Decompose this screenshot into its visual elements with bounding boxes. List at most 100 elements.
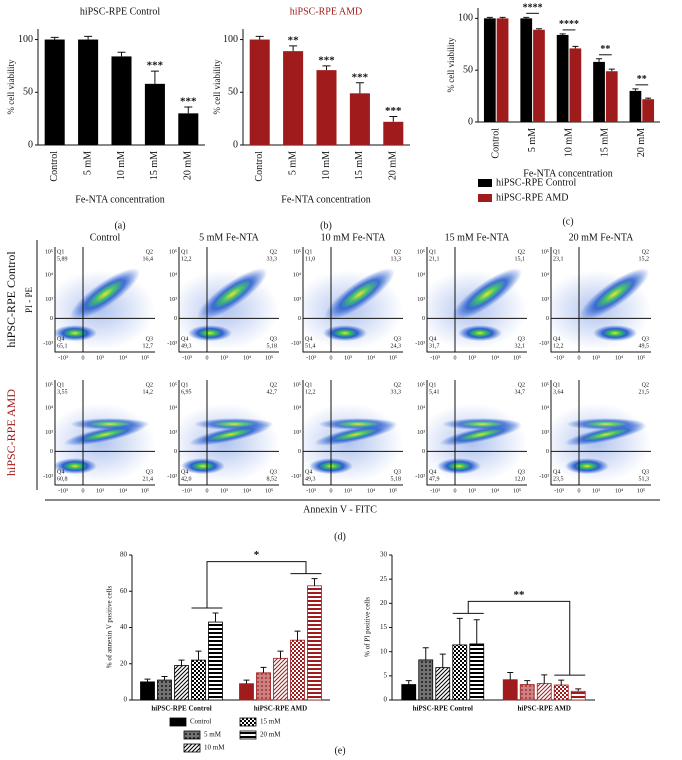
error-bar: [322, 65, 331, 71]
x-tick-label: -10³: [182, 355, 192, 361]
quadrant-value: 3,64: [553, 389, 564, 395]
chart-title: hiPSC-RPE AMD: [290, 6, 363, 17]
quadrant-name: Q1: [57, 249, 64, 255]
plot-frame: [550, 380, 651, 486]
quadrant-name: Q3: [394, 469, 401, 475]
quadrant-name: Q1: [305, 249, 312, 255]
legend-swatch: [478, 179, 492, 187]
bar: [178, 113, 199, 145]
y-tick-label: 10⁴: [293, 273, 301, 279]
x-tick-label: -10³: [554, 488, 564, 494]
x-tick-label: 10⁵: [141, 488, 149, 494]
error-bar: [50, 36, 59, 40]
bar: [556, 34, 569, 123]
y-tick-label: 100: [458, 13, 473, 24]
x-tick-label: 5 mM: [287, 151, 298, 175]
y-tick-label: -10³: [291, 474, 301, 480]
quadrant-name: Q4: [305, 336, 312, 342]
quadrant-value: 33,3: [267, 256, 278, 262]
x-tick-label: 10³: [468, 355, 476, 361]
y-tick-label: 0: [233, 139, 238, 150]
error-bar: [439, 653, 446, 668]
x-tick-label: 10⁵: [389, 488, 397, 494]
x-tick-label: 10⁴: [491, 488, 499, 494]
y-tick-label: -10³: [167, 341, 177, 347]
significance-bracket: [206, 561, 307, 608]
y-tick-label: 0: [546, 449, 549, 455]
x-tick-label: 20 mM: [388, 151, 399, 180]
x-tick-label: Control: [490, 128, 501, 159]
legend-swatch: [239, 730, 257, 740]
y-tick-label: 20: [380, 599, 388, 607]
bar: [519, 684, 535, 701]
y-tick-label: 10³: [169, 297, 177, 303]
bar: [174, 665, 189, 701]
significance: **: [288, 34, 300, 46]
quadrant-value: 23,1: [553, 256, 564, 262]
error-bar: [184, 106, 193, 114]
quadrant-value: 15,2: [639, 256, 650, 262]
y-tick-label: 10³: [417, 430, 425, 436]
quadrant-name: Q2: [394, 382, 401, 388]
error-bar: [289, 45, 298, 52]
x-tick-label: 10³: [344, 355, 352, 361]
error-bar: [161, 675, 168, 681]
significance: ***: [318, 54, 335, 66]
quadrant-value: 8,52: [267, 476, 278, 482]
density-core: [188, 325, 232, 342]
x-tick-label: 10⁴: [491, 355, 499, 361]
quadrant-value: 3,55: [57, 389, 68, 395]
quadrant-name: Q2: [270, 249, 277, 255]
density-core: [458, 325, 502, 342]
density-core: [55, 458, 97, 475]
bar: [553, 684, 569, 701]
density-plot: [179, 403, 279, 483]
y-tick-label: 30: [380, 551, 388, 559]
y-tick-label: -10³: [415, 474, 425, 480]
error-bar: [422, 647, 429, 660]
y-tick-label: 0: [468, 116, 473, 127]
x-tick-label: -10³: [182, 488, 192, 494]
quadrant-value: 12,0: [515, 476, 526, 482]
y-tick-label: 10⁴: [169, 406, 177, 412]
bar: [144, 83, 165, 145]
y-tick-label: 10⁵: [45, 383, 53, 389]
legend-label: Control: [190, 718, 211, 726]
x-tick-label: -10³: [58, 488, 68, 494]
error-bar: [558, 679, 565, 686]
y-tick-label: 80: [120, 551, 128, 559]
x-tick-label: -10³: [430, 488, 440, 494]
quadrant-value: 5,18: [391, 476, 402, 482]
plot-frame: [302, 247, 403, 353]
plot-frame: [426, 247, 527, 353]
y-tick-label: 10⁴: [169, 273, 177, 279]
density-core: [323, 325, 367, 342]
row-label: hiPSC-RPE Control: [4, 251, 18, 348]
x-tick-label: 0: [206, 355, 209, 361]
x-tick-label: 10³: [220, 488, 228, 494]
legend-label: 20 mM: [260, 731, 281, 739]
density-core: [181, 458, 225, 475]
y-tick-label: 10⁴: [45, 273, 53, 279]
error-bar: [144, 678, 151, 682]
bar: [418, 659, 434, 701]
error-bar: [178, 659, 185, 666]
y-tick-label: -10³: [539, 341, 549, 347]
quadrant-name: Q1: [553, 249, 560, 255]
quadrant-name: Q3: [642, 336, 649, 342]
quadrant-name: Q2: [146, 249, 153, 255]
x-tick-label: 10⁴: [119, 488, 127, 494]
quadrant-value: 34,7: [515, 389, 526, 395]
panel-label: (b): [320, 220, 332, 231]
bar: [44, 39, 65, 145]
y-tick-label: 0: [50, 316, 53, 322]
quadrant-name: Q4: [57, 469, 64, 475]
y-tick-label: 10⁵: [45, 250, 53, 256]
x-tick-label: 10³: [344, 488, 352, 494]
error-bar: [294, 630, 301, 641]
y-tick-label: 10⁴: [417, 273, 425, 279]
quadrant-value: 16,4: [143, 256, 154, 262]
x-tick-label: 0: [82, 355, 85, 361]
x-tick-label: 0: [454, 488, 457, 494]
y-tick-label: -10³: [43, 341, 53, 347]
